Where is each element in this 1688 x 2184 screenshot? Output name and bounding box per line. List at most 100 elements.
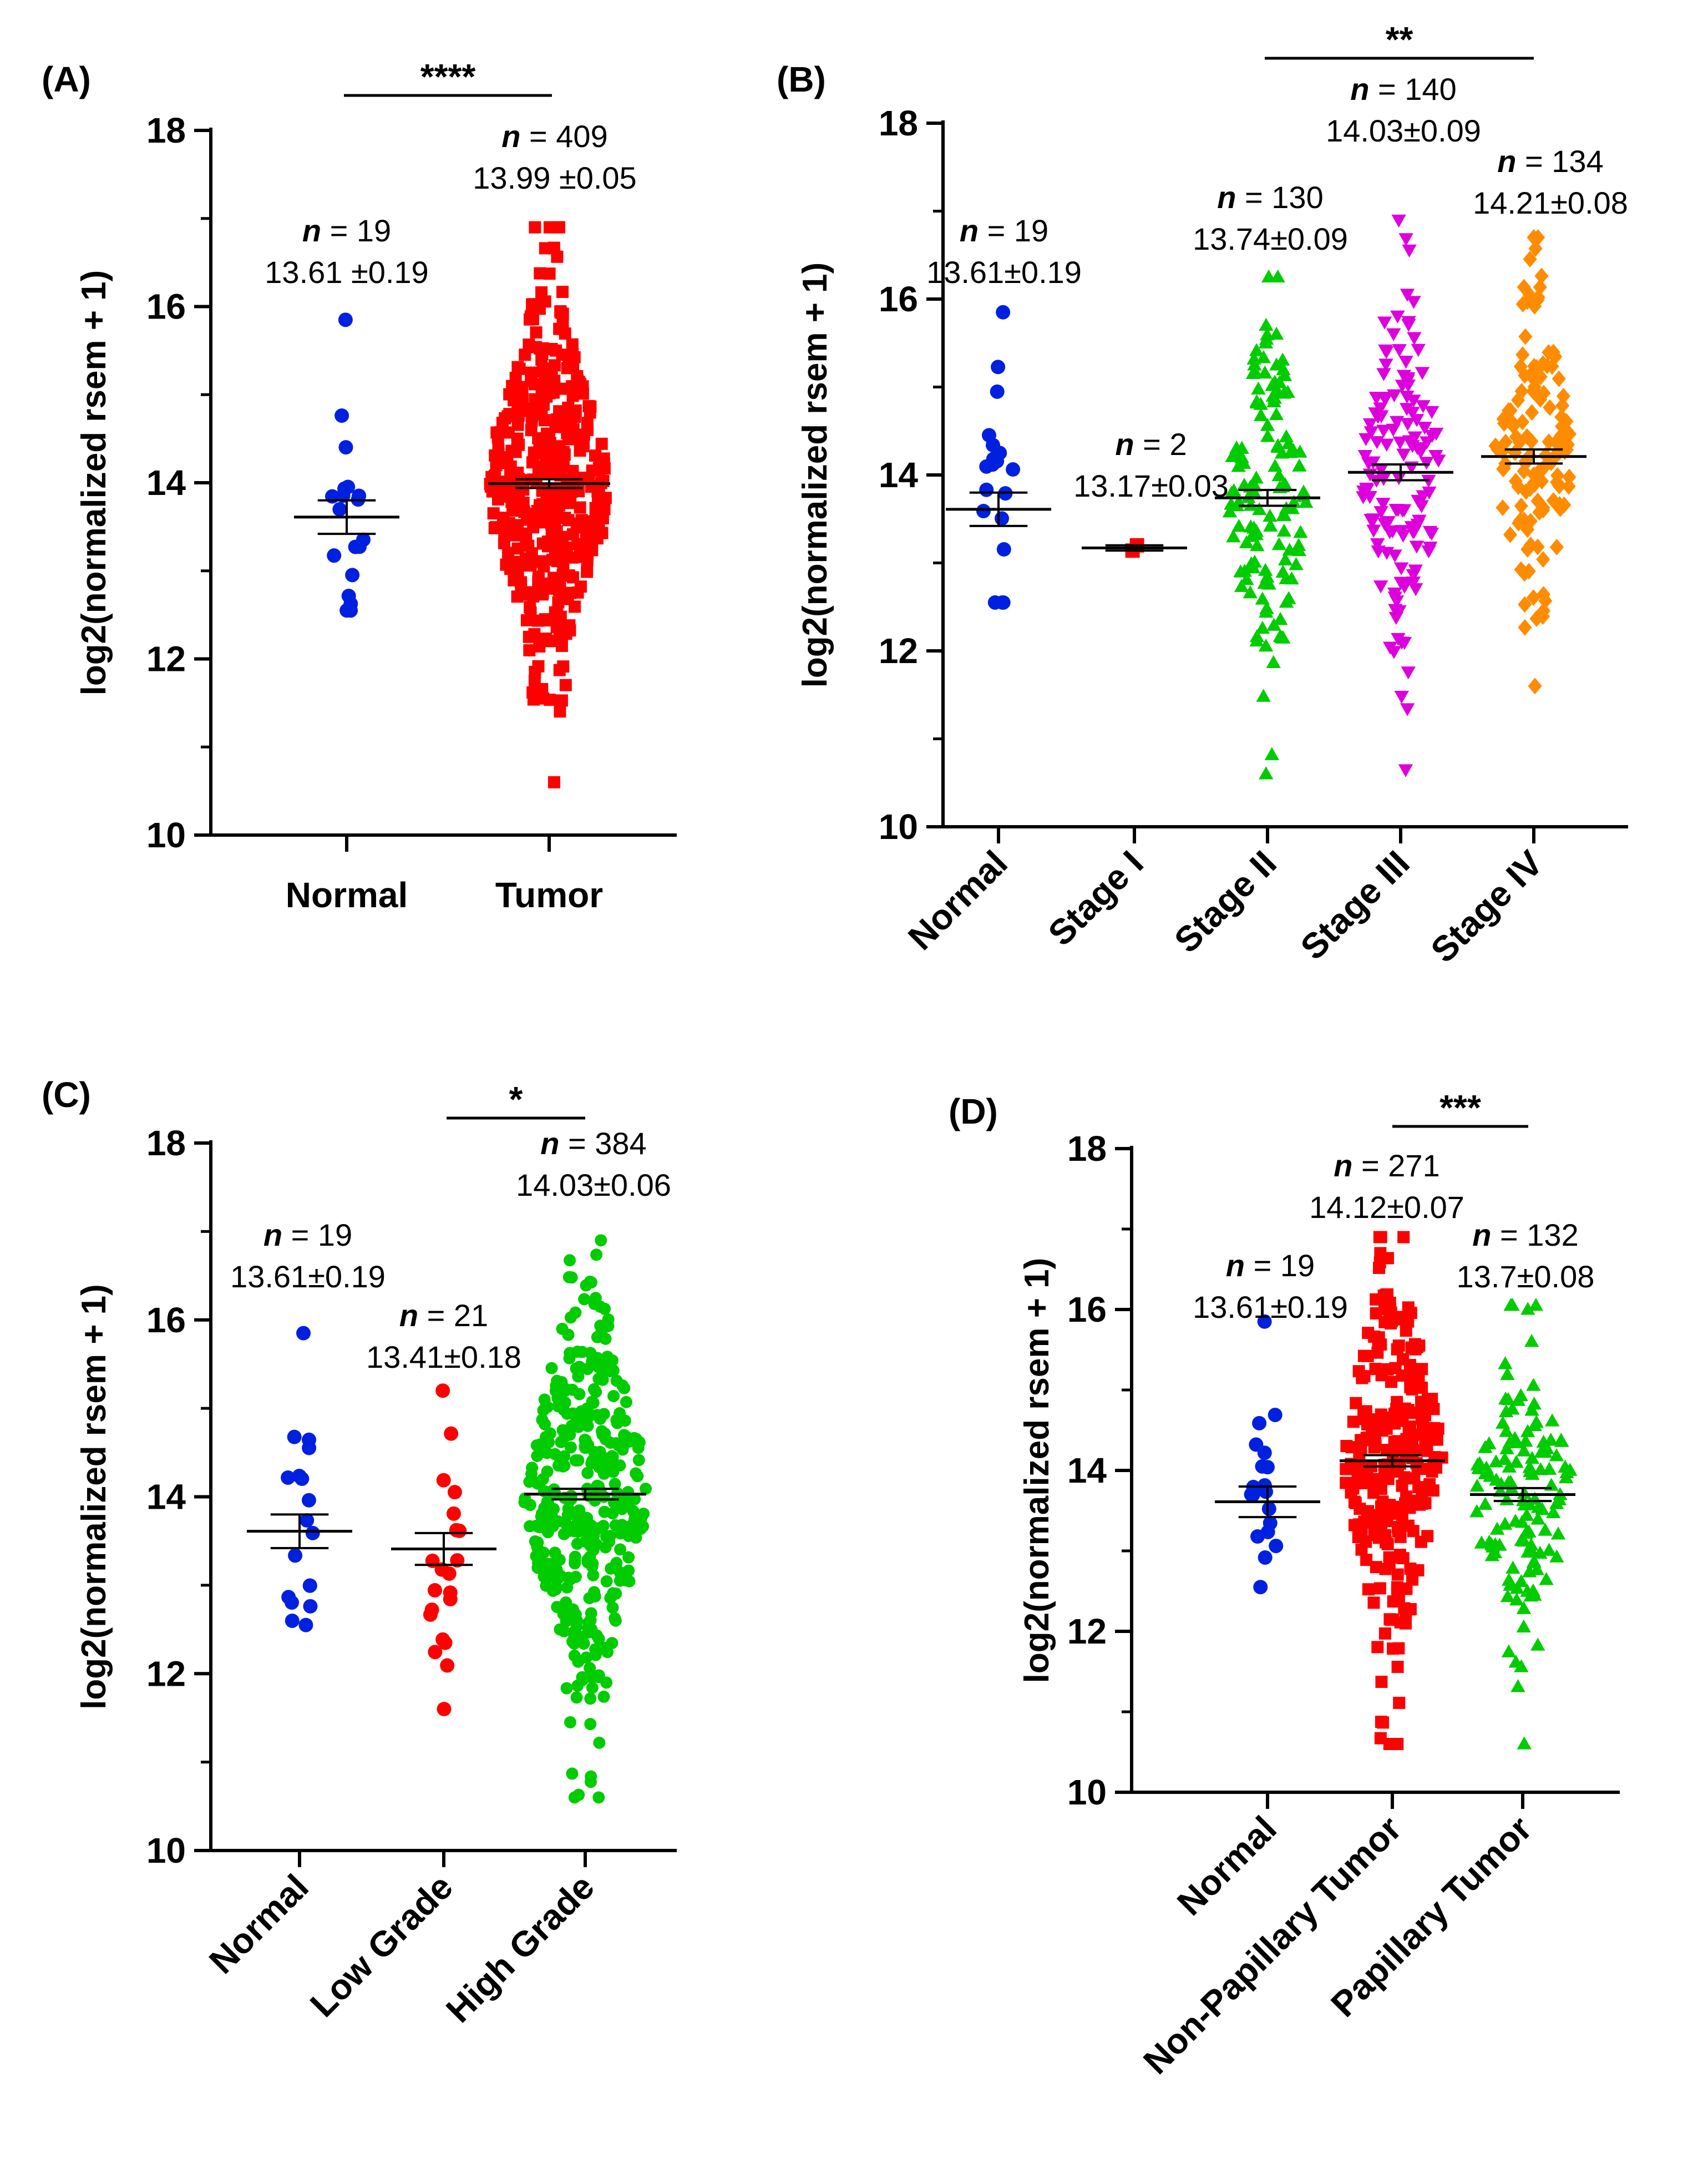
data-point [593, 1736, 606, 1749]
data-point [549, 1546, 561, 1559]
data-point [1498, 1356, 1513, 1369]
data-point [1400, 418, 1415, 431]
data-point [332, 502, 347, 517]
y-tick-label: 18 [879, 103, 918, 143]
data-point [628, 1513, 641, 1525]
group-tumor: Tumor n = 409 13.99 ±0.05 [473, 119, 636, 915]
data-point [1275, 352, 1290, 366]
data-point [632, 1454, 645, 1467]
data-point [526, 1462, 539, 1474]
x-tick-label: Stage IV [1423, 843, 1550, 970]
y-tick-label: 10 [1067, 1772, 1107, 1812]
n-symbol: n [1217, 180, 1236, 215]
data-point [1505, 1560, 1520, 1574]
panel-d: (D) log2(normalized rsem + 1) 10 12 14 16 18 **… [949, 1088, 1620, 2082]
data-point [503, 388, 516, 401]
data-point [589, 1447, 602, 1460]
data-point [527, 521, 540, 534]
data-point [1421, 1444, 1433, 1457]
data-point [1386, 1551, 1399, 1564]
data-point [1515, 296, 1530, 313]
data-point [556, 307, 569, 320]
data-point [1524, 1450, 1540, 1464]
n-value: = 384 [559, 1126, 646, 1161]
data-point [581, 1402, 594, 1415]
data-point [1373, 1231, 1386, 1243]
data-point [1472, 1456, 1487, 1469]
x-tick-label: Tumor [495, 875, 603, 915]
data-point [1255, 592, 1270, 605]
data-point [1408, 1407, 1421, 1419]
data-point [1509, 1580, 1525, 1594]
data-point [1430, 1426, 1443, 1439]
data-point [1536, 499, 1550, 517]
data-point [1503, 526, 1518, 543]
data-point [1525, 1467, 1540, 1480]
data-point [523, 1475, 536, 1488]
data-point [1396, 579, 1412, 593]
data-point [541, 1447, 554, 1459]
data-point [564, 1311, 577, 1324]
data-point [595, 1234, 607, 1247]
n-symbol: n [1334, 1148, 1352, 1183]
n-symbol: n [399, 1298, 418, 1333]
data-point [1247, 554, 1263, 568]
data-point [1340, 1463, 1352, 1475]
data-point [599, 1427, 611, 1440]
data-point [534, 267, 546, 280]
data-point [1534, 267, 1549, 285]
data-point [587, 1544, 600, 1556]
data-point [443, 1592, 458, 1607]
group-stat-label: 14.03±0.09 [1326, 113, 1481, 148]
data-point [1391, 633, 1406, 646]
data-point [1361, 1462, 1373, 1474]
data-point [1371, 1641, 1384, 1654]
data-point [1357, 450, 1373, 463]
x-tick-label: Normal [1169, 1808, 1284, 1923]
data-point [288, 1548, 303, 1563]
data-point [1502, 1573, 1517, 1586]
data-point [1251, 381, 1266, 395]
data-point [1282, 542, 1297, 556]
data-point [1406, 1383, 1418, 1396]
n-symbol: n [302, 213, 321, 248]
data-point [1526, 1378, 1541, 1391]
data-point [578, 1293, 591, 1306]
data-point [1280, 385, 1295, 398]
n-symbol: n [1497, 144, 1516, 179]
data-point [1253, 408, 1269, 421]
data-point [557, 553, 570, 565]
data-point [619, 1574, 632, 1586]
n-value: = 2 [1134, 427, 1187, 462]
data-point [571, 1680, 584, 1692]
data-point [447, 1485, 462, 1500]
data-point [552, 584, 565, 596]
data-point [1367, 1596, 1380, 1609]
data-point [1260, 1524, 1275, 1539]
data-point [1402, 244, 1417, 258]
data-point [1391, 1738, 1404, 1750]
data-point [639, 1483, 652, 1495]
data-point [589, 1292, 602, 1305]
data-point [1253, 1580, 1268, 1595]
data-point [1416, 490, 1431, 503]
data-point [554, 1623, 566, 1636]
data-point [1391, 1661, 1404, 1674]
data-point [1504, 413, 1519, 430]
data-point [539, 614, 551, 627]
data-point [566, 338, 579, 351]
data-point [281, 1590, 296, 1605]
data-point [597, 1490, 610, 1503]
data-point [1258, 1550, 1273, 1565]
data-point [566, 390, 579, 402]
data-point [1517, 279, 1531, 296]
data-point [1258, 365, 1273, 379]
data-point [489, 449, 501, 462]
data-point [1530, 1511, 1545, 1525]
data-point [532, 660, 545, 673]
data-point [1515, 346, 1530, 363]
data-point [1501, 1644, 1517, 1657]
data-point [630, 1531, 642, 1544]
data-point [1397, 504, 1412, 518]
n-value: = 19 [1245, 1248, 1315, 1283]
